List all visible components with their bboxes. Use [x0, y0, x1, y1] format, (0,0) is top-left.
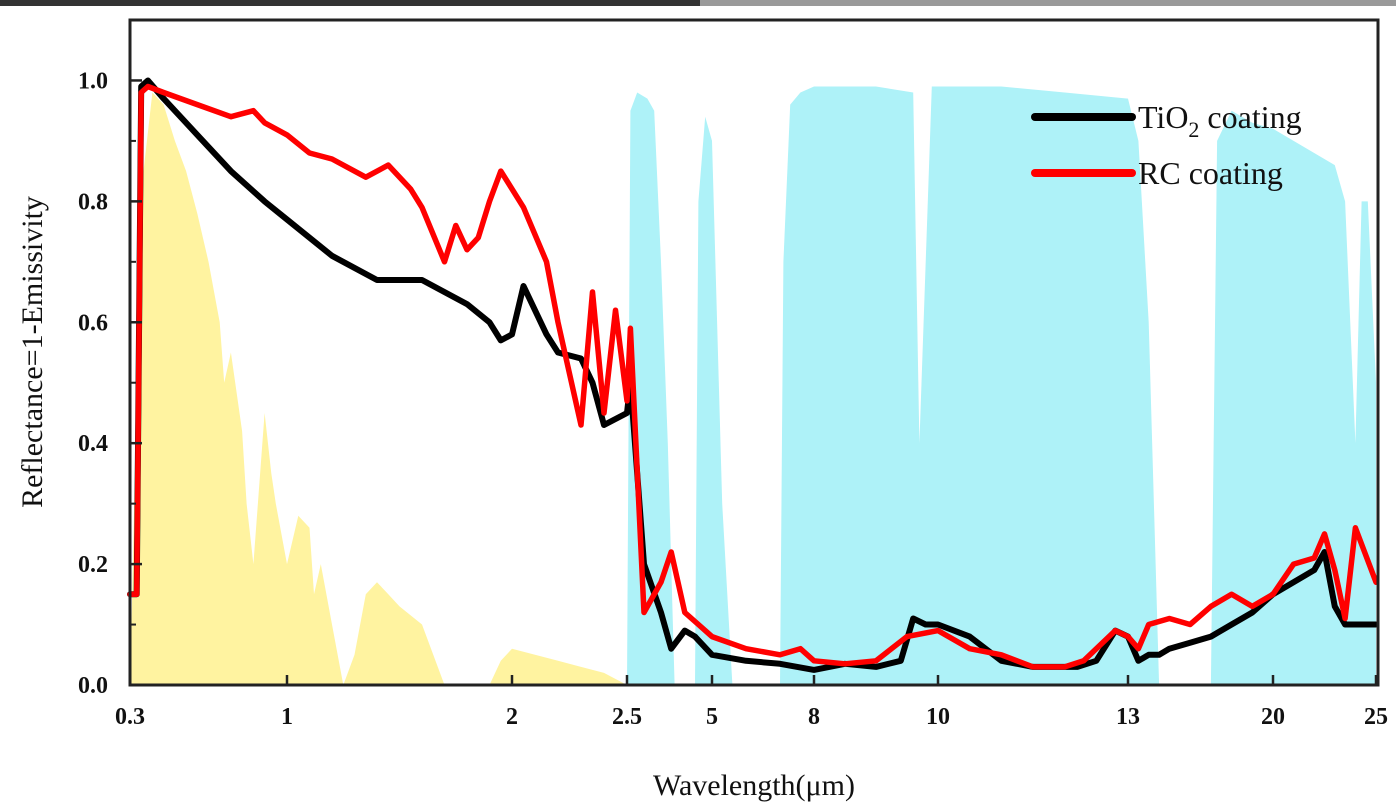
top-edge-strip-light: [700, 0, 1396, 6]
y-tick-label: 0.2: [78, 552, 108, 578]
legend-label-tio2-suffix: coating: [1199, 99, 1301, 135]
x-tick-label: 10: [926, 704, 950, 730]
top-edge-strip: [0, 0, 1396, 6]
plot-frame: [128, 18, 1380, 687]
x-tick-label: 2.5: [612, 704, 642, 730]
legend-label-rc: RC coating: [1138, 155, 1283, 191]
x-tick-label: 13: [1116, 704, 1140, 730]
y-tick-label: 1.0: [78, 68, 108, 94]
x-tick-label: 8: [808, 704, 820, 730]
x-tick-label: 2: [506, 704, 518, 730]
y-axis-ticks: 0.0 0.2 0.4 0.6 0.8 1.0: [78, 19, 142, 699]
y-tick-label: 0.8: [78, 189, 108, 215]
solar-spectrum-area: [130, 92, 627, 685]
background-bands: [130, 86, 1376, 685]
x-tick-label: 0.3: [115, 704, 145, 730]
legend-label-tio2-name: TiO: [1138, 99, 1188, 135]
series-lines: [127, 77, 1379, 673]
x-tick-label: 25: [1364, 704, 1388, 730]
y-tick-label: 0.6: [78, 310, 108, 336]
y-axis-title: Reflectance=1-Emissivity: [16, 196, 49, 508]
x-tick-label: 1: [281, 704, 293, 730]
legend-label-tio2: TiO2 coating: [1138, 99, 1302, 142]
series-line-tio2: [127, 77, 1379, 673]
y-tick-label: 0.4: [78, 431, 108, 457]
y-tick-label: 0.0: [78, 673, 108, 699]
atmospheric-window-area-far: [1210, 110, 1376, 685]
legend: TiO2 coating RC coating: [1031, 99, 1302, 191]
x-tick-label: 5: [706, 704, 718, 730]
x-axis-title: Wavelength(μm): [653, 769, 855, 802]
legend-label-tio2-subscript: 2: [1188, 117, 1199, 142]
atmospheric-window-area: [627, 86, 1376, 685]
series-line-rc: [127, 83, 1379, 670]
x-axis-ticks: 0.3 1 2 2.5 5 8 10 13 20 25: [115, 675, 1388, 730]
x-tick-label: 20: [1261, 704, 1285, 730]
